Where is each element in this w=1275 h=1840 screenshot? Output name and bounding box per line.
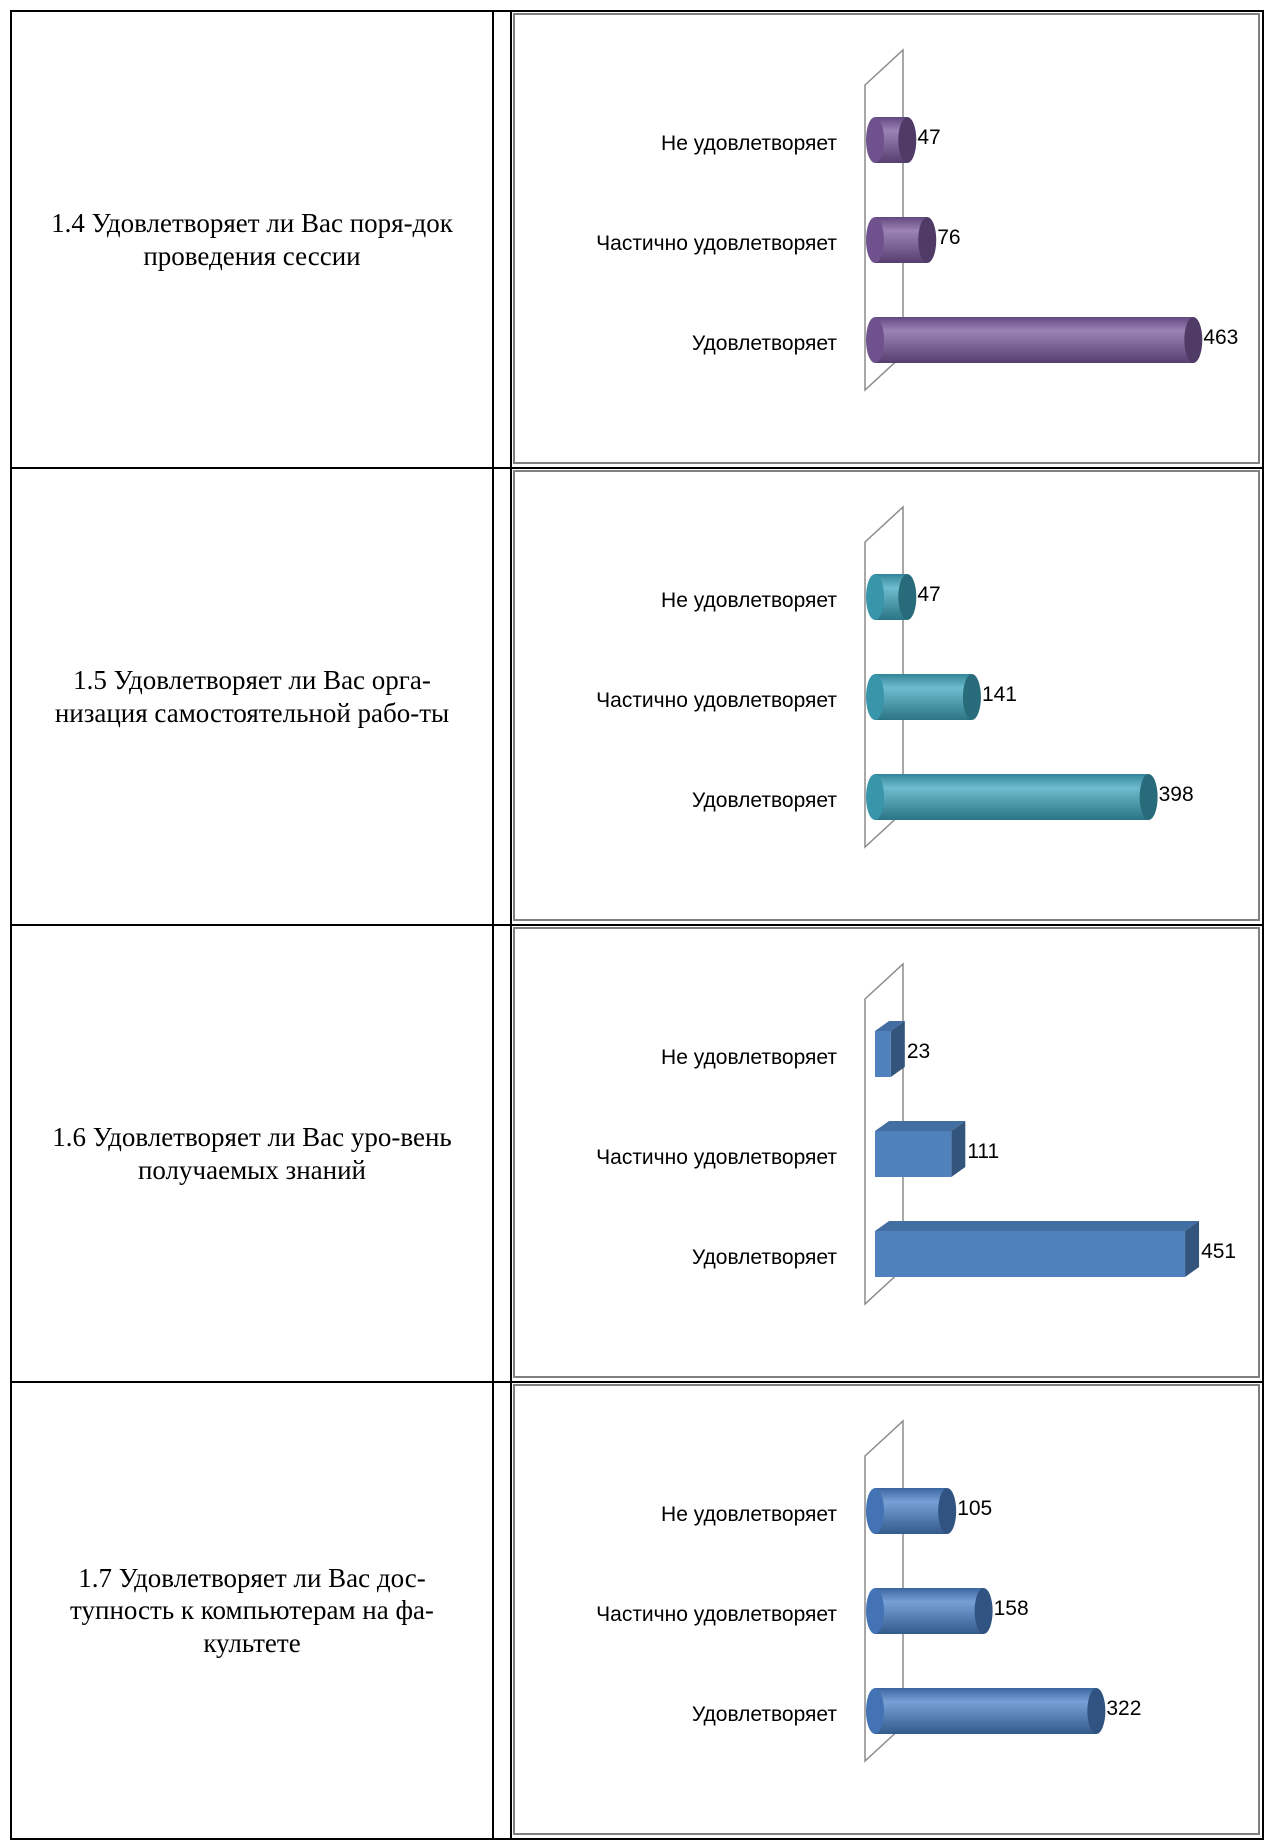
table-row: 1.5 Удовлетворяет ли Вас орга-низация са…: [10, 467, 1264, 926]
bar-chart: Не удовлетворяет 47 Частично удовлетворяет…: [596, 48, 1238, 392]
bar: [866, 317, 1203, 363]
bar: [866, 1488, 957, 1534]
bar: [866, 674, 981, 720]
data-label: 398: [1159, 783, 1194, 806]
bar-chart: Не удовлетворяет 105 Частично удовлетворяе…: [596, 1419, 1141, 1763]
data-label: 322: [1106, 1697, 1141, 1720]
chart-cell: Не удовлетворяет 105 Частично удовлетворяе…: [510, 1381, 1264, 1840]
bar: [866, 574, 917, 620]
chart-cell: Не удовлетворяет 47 Частично удовлетворяет…: [510, 467, 1264, 926]
data-label: 47: [917, 126, 940, 149]
question-cell: 1.6 Удовлетворяет ли Вас уро-вень получа…: [10, 924, 494, 1383]
data-label: 105: [957, 1497, 992, 1520]
data-label: 158: [994, 1597, 1029, 1620]
bar: [875, 1221, 1200, 1277]
question-text: 1.7 Удовлетворяет ли Вас дос-тупность к …: [70, 1562, 434, 1658]
category-label: Не удовлетворяет: [661, 1046, 837, 1069]
survey-table: 1.4 Удовлетворяет ли Вас поря-док провед…: [10, 10, 1264, 1840]
question-cell: 1.4 Удовлетворяет ли Вас поря-док провед…: [10, 10, 494, 469]
category-label: Частично удовлетворяет: [596, 1603, 837, 1626]
bar: [875, 1121, 966, 1177]
bar-chart: Не удовлетворяет 47 Частично удовлетворяет…: [596, 505, 1194, 849]
chart-frame: Не удовлетворяет 105 Частично удовлетворяе…: [513, 1384, 1260, 1835]
bar: [866, 774, 1158, 820]
category-label: Не удовлетворяет: [661, 589, 837, 612]
spacer-cell: [492, 10, 512, 469]
table-row: 1.4 Удовлетворяет ли Вас поря-док провед…: [10, 10, 1264, 469]
data-label: 76: [937, 226, 960, 249]
category-label: Частично удовлетворяет: [596, 689, 837, 712]
spacer-cell: [492, 1381, 512, 1840]
category-label: Частично удовлетворяет: [596, 232, 837, 255]
question-cell: 1.7 Удовлетворяет ли Вас дос-тупность к …: [10, 1381, 494, 1840]
table-row: 1.6 Удовлетворяет ли Вас уро-вень получа…: [10, 924, 1264, 1383]
category-label: Частично удовлетворяет: [596, 1146, 837, 1169]
category-label: Удовлетворяет: [692, 332, 838, 355]
data-label: 23: [907, 1040, 930, 1063]
category-label: Удовлетворяет: [692, 789, 838, 812]
bar-chart: Не удовлетворяет 23 Частично удовлетворяет…: [596, 962, 1236, 1306]
question-text: 1.6 Удовлетворяет ли Вас уро-вень получа…: [52, 1122, 452, 1185]
bar: [866, 117, 917, 163]
chart-frame: Не удовлетворяет 47 Частично удовлетворяет…: [513, 13, 1260, 464]
data-label: 47: [917, 583, 940, 606]
chart-frame: Не удовлетворяет 47 Частично удовлетворяет…: [513, 470, 1260, 921]
question-text: 1.4 Удовлетворяет ли Вас поря-док провед…: [51, 208, 453, 271]
data-label: 451: [1201, 1240, 1236, 1263]
data-label: 111: [967, 1140, 999, 1163]
category-label: Не удовлетворяет: [661, 1503, 837, 1526]
question-text: 1.5 Удовлетворяет ли Вас орга-низация са…: [54, 665, 450, 728]
bar: [866, 1688, 1106, 1734]
spacer-cell: [492, 467, 512, 926]
bar: [866, 217, 937, 263]
spacer-cell: [492, 924, 512, 1383]
chart-cell: Не удовлетворяет 47 Частично удовлетворяет…: [510, 10, 1264, 469]
data-label: 141: [982, 683, 1017, 706]
category-label: Удовлетворяет: [692, 1246, 838, 1269]
data-label: 463: [1203, 326, 1238, 349]
category-label: Удовлетворяет: [692, 1703, 838, 1726]
question-cell: 1.5 Удовлетворяет ли Вас орга-низация са…: [10, 467, 494, 926]
chart-cell: Не удовлетворяет 23 Частично удовлетворяет…: [510, 924, 1264, 1383]
table-row: 1.7 Удовлетворяет ли Вас дос-тупность к …: [10, 1381, 1264, 1840]
bar: [866, 1588, 993, 1634]
chart-frame: Не удовлетворяет 23 Частично удовлетворяет…: [513, 927, 1260, 1378]
category-label: Не удовлетворяет: [661, 132, 837, 155]
bar: [875, 1021, 905, 1077]
